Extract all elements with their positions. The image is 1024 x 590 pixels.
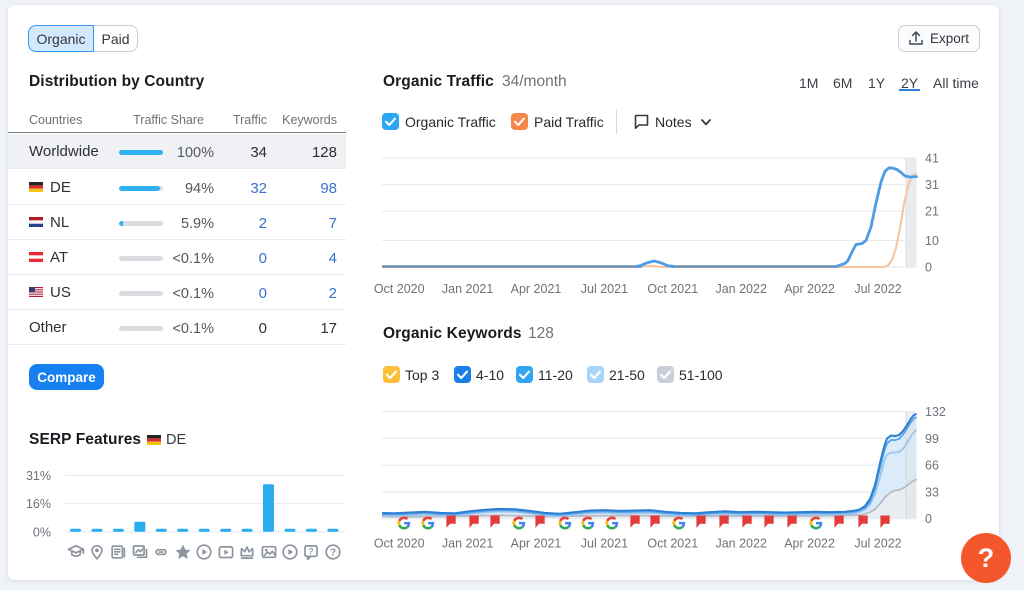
- svg-text:Jul 2021: Jul 2021: [581, 282, 628, 296]
- svg-text:Oct 2021: Oct 2021: [647, 537, 698, 551]
- svg-text:132: 132: [925, 405, 946, 419]
- svg-text:Jan 2021: Jan 2021: [442, 282, 493, 296]
- svg-text:Jan 2022: Jan 2022: [715, 537, 766, 551]
- svg-text:31%: 31%: [26, 469, 51, 483]
- svg-text:66: 66: [925, 459, 939, 473]
- svg-text:99: 99: [925, 432, 939, 446]
- svg-text:Jan 2021: Jan 2021: [442, 537, 493, 551]
- svg-text:?: ?: [330, 547, 336, 558]
- svg-text:31: 31: [925, 178, 939, 192]
- svg-text:Apr 2022: Apr 2022: [784, 282, 835, 296]
- svg-text:0: 0: [925, 261, 932, 275]
- svg-text:Jan 2022: Jan 2022: [715, 282, 766, 296]
- svg-text:Apr 2021: Apr 2021: [511, 537, 562, 551]
- svg-text:0%: 0%: [33, 525, 51, 539]
- svg-text:Jul 2021: Jul 2021: [581, 537, 628, 551]
- svg-text:0: 0: [925, 512, 932, 526]
- svg-text:16%: 16%: [26, 497, 51, 511]
- svg-text:33: 33: [925, 485, 939, 499]
- svg-text:10: 10: [925, 234, 939, 248]
- svg-text:Oct 2021: Oct 2021: [647, 282, 698, 296]
- svg-text:41: 41: [925, 152, 939, 166]
- svg-text:Jul 2022: Jul 2022: [854, 282, 901, 296]
- svg-text:21: 21: [925, 205, 939, 219]
- svg-text:Jul 2022: Jul 2022: [854, 537, 901, 551]
- svg-text:?: ?: [309, 546, 314, 556]
- svg-text:Oct 2020: Oct 2020: [374, 537, 425, 551]
- svg-text:Oct 2020: Oct 2020: [374, 282, 425, 296]
- svg-text:Apr 2021: Apr 2021: [511, 282, 562, 296]
- svg-text:Apr 2022: Apr 2022: [784, 537, 835, 551]
